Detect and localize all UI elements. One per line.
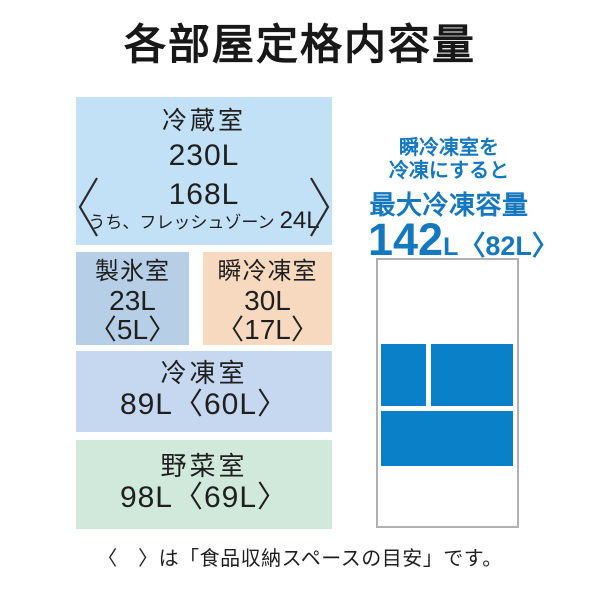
fresh-zone-note-value: 24L xyxy=(279,207,320,234)
max-freezer-condition-line2: 冷凍にすると xyxy=(388,160,510,182)
ice-compartment-label: 製氷室 xyxy=(95,258,170,285)
page-title: 各部屋定格内容量 xyxy=(123,21,476,68)
fridge-compartment-label: 冷蔵室 xyxy=(161,107,246,135)
quick-freeze-compartment-capacity: 30L xyxy=(244,285,291,316)
fresh-zone-note-prefix: うち、フレッシュゾーン xyxy=(88,213,275,232)
diagram-freezer-zone xyxy=(381,411,513,466)
quick-freeze-compartment-label: 瞬冷凍室 xyxy=(217,258,318,285)
fridge-storage-group: 168L うち、フレッシュゾーン 24L xyxy=(76,175,332,239)
max-freezer-value: 142L〈82L〉 xyxy=(368,217,559,271)
fridge-storage-values: 168L うち、フレッシュゾーン 24L xyxy=(88,178,319,234)
vegetable-compartment-box: 野菜室 98L〈69L〉 xyxy=(76,440,332,529)
quick-freeze-compartment-box: 瞬冷凍室 30L 〈17L〉 xyxy=(203,252,332,345)
max-freezer-number: 142 xyxy=(368,214,444,265)
footnote: 〈 〉は「食品収納スペースの目安」です。 xyxy=(97,548,503,570)
fridge-storage-note: うち、フレッシュゾーン 24L xyxy=(88,207,320,234)
max-freezer-annotation: 瞬冷凍室を 冷凍にすると 最大冷凍容量 142L〈82L〉 xyxy=(368,137,559,271)
ice-compartment-box: 製氷室 23L 〈5L〉 xyxy=(76,252,189,345)
freezer-compartment-label: 冷凍室 xyxy=(160,358,248,388)
max-freezer-unit: L xyxy=(443,233,459,261)
diagram-quick-freeze-zone xyxy=(431,344,513,406)
freezer-compartment-box: 冷凍室 89L〈60L〉 xyxy=(76,351,332,432)
diagram-ice-zone xyxy=(381,344,426,406)
max-freezer-label: 最大冷凍容量 xyxy=(369,190,529,220)
ice-compartment-capacity: 23L xyxy=(109,285,156,316)
max-freezer-storage-note: 〈82L〉 xyxy=(458,231,559,261)
ice-storage-capacity: 〈5L〉 xyxy=(88,314,177,345)
fridge-storage-capacity: 168L xyxy=(168,178,240,211)
quick-freeze-storage-capacity: 〈17L〉 xyxy=(216,314,319,345)
large-angle-bracket-left-icon xyxy=(78,177,98,237)
max-freezer-condition-line1: 瞬冷凍室を xyxy=(399,137,499,159)
vegetable-compartment-capacity: 98L〈69L〉 xyxy=(119,481,289,514)
refrigerator-diagram xyxy=(376,258,519,528)
fridge-compartment-box: 冷蔵室 230L 168L うち、フレッシュゾーン 24L xyxy=(76,97,332,245)
vegetable-compartment-label: 野菜室 xyxy=(160,451,248,481)
large-angle-bracket-right-icon xyxy=(310,177,330,237)
fridge-compartment-capacity: 230L xyxy=(168,139,240,172)
freezer-compartment-capacity: 89L〈60L〉 xyxy=(119,388,289,421)
